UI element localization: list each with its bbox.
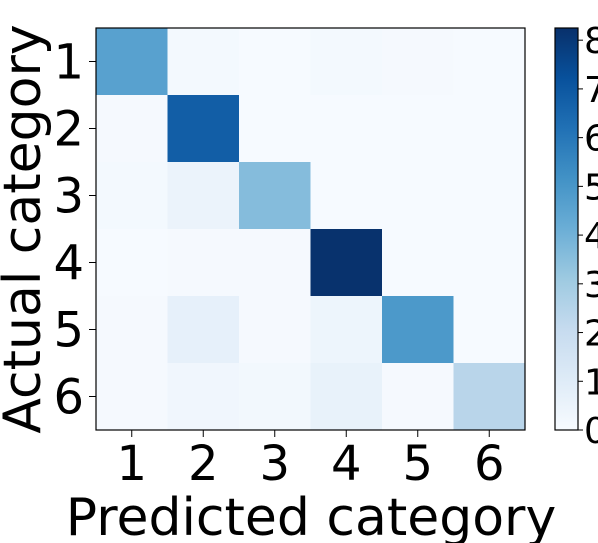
heat-cell	[310, 95, 383, 163]
heat-cell	[239, 95, 311, 163]
heatmap	[96, 28, 526, 431]
y-axis-label: Actual category	[0, 24, 53, 433]
heat-cell	[382, 363, 454, 431]
x-tick-label: 4	[331, 436, 362, 492]
colorbar-tick-label: 7	[584, 70, 598, 111]
heat-cell	[382, 162, 454, 230]
heat-cell	[310, 162, 383, 230]
heat-cell	[239, 28, 311, 96]
heat-cell	[96, 28, 168, 96]
heat-cell	[167, 363, 240, 431]
x-tick-label: 2	[188, 436, 219, 492]
heat-cell	[453, 229, 526, 297]
heat-cell	[453, 363, 526, 431]
heat-cell	[239, 363, 311, 431]
heat-cell	[310, 229, 383, 297]
colorbar	[554, 27, 579, 431]
x-tick-label: 3	[259, 436, 290, 492]
x-tick-label: 5	[402, 436, 433, 492]
heat-cell	[453, 95, 526, 163]
x-tick-label: 1	[116, 436, 147, 492]
heat-cell	[96, 363, 168, 431]
heat-cell	[382, 229, 454, 297]
heat-cell	[239, 162, 311, 230]
heat-cell	[310, 28, 383, 96]
heat-cell	[167, 95, 240, 163]
x-tick-label: 6	[474, 436, 505, 492]
colorbar-tick-label: 6	[584, 119, 598, 160]
y-tick-label: 2	[53, 102, 84, 158]
colorbar-tick-label: 5	[584, 167, 598, 208]
heat-cell	[96, 229, 168, 297]
colorbar-tick-label: 2	[584, 314, 598, 355]
y-tick-label: 1	[53, 35, 84, 91]
colorbar-tick-label: 0	[584, 411, 598, 452]
x-axis-label: Predicted category	[66, 488, 556, 543]
colorbar-tick-label: 1	[584, 362, 598, 403]
y-tick-label: 4	[53, 236, 84, 292]
heat-cell	[239, 229, 311, 297]
y-tick-label: 5	[53, 303, 84, 359]
y-tick-label: 6	[53, 370, 84, 426]
heat-cell	[453, 28, 526, 96]
heat-cell	[96, 95, 168, 163]
heat-cell	[382, 28, 454, 96]
colorbar-tick-label: 8	[584, 21, 598, 62]
heat-cell	[167, 296, 240, 364]
heat-cell	[453, 296, 526, 364]
heat-cell	[96, 162, 168, 230]
heat-cell	[382, 296, 454, 364]
heat-cell	[167, 28, 240, 96]
colorbar-tick-label: 3	[584, 265, 598, 306]
colorbar-tick-label: 4	[584, 216, 598, 257]
heat-cell	[239, 296, 311, 364]
plot-frame	[95, 27, 526, 431]
heat-cell	[453, 162, 526, 230]
heat-cell	[96, 296, 168, 364]
heat-cell	[167, 162, 240, 230]
heat-cell	[167, 229, 240, 297]
heat-cell	[382, 95, 454, 163]
heat-cell	[310, 363, 383, 431]
y-tick-label: 3	[53, 169, 84, 225]
heat-cell	[310, 296, 383, 364]
